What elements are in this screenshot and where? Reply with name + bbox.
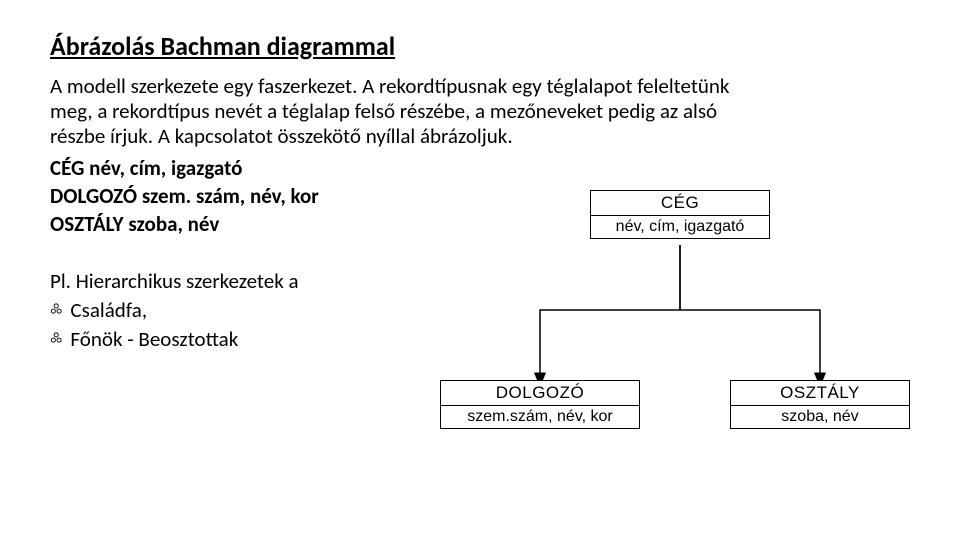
diagram-edge bbox=[540, 245, 680, 380]
bachman-diagram: CÉGnév, cím, igazgató DOLGOZÓszem.szám, n… bbox=[440, 190, 920, 450]
definition-line: CÉG név, cím, igazgató bbox=[50, 154, 910, 182]
diagram-node-ceg: CÉGnév, cím, igazgató bbox=[590, 190, 770, 239]
example-item-label: Főnök - Beosztottak bbox=[70, 325, 238, 354]
diagram-node-dolgozo: DOLGOZÓszem.szám, név, kor bbox=[440, 380, 640, 429]
node-fields: név, cím, igazgató bbox=[591, 216, 769, 238]
node-header: OSZTÁLY bbox=[731, 381, 909, 406]
link-icon: ༜ bbox=[50, 298, 62, 323]
node-header: CÉG bbox=[591, 191, 769, 216]
examples-heading-text: Pl. Hierarchikus szerkezetek a bbox=[50, 267, 299, 296]
node-header: DOLGOZÓ bbox=[441, 381, 639, 406]
paragraph: A modell szerkezete egy faszerkezet. A r… bbox=[50, 74, 730, 150]
example-item-label: Családfa, bbox=[70, 296, 147, 325]
page-title: Ábrázolás Bachman diagrammal bbox=[50, 30, 910, 62]
node-fields: szoba, név bbox=[731, 406, 909, 428]
link-icon: ༜ bbox=[50, 327, 62, 352]
diagram-edge bbox=[680, 245, 820, 380]
diagram-node-osztaly: OSZTÁLYszoba, név bbox=[730, 380, 910, 429]
node-fields: szem.szám, név, kor bbox=[441, 406, 639, 428]
